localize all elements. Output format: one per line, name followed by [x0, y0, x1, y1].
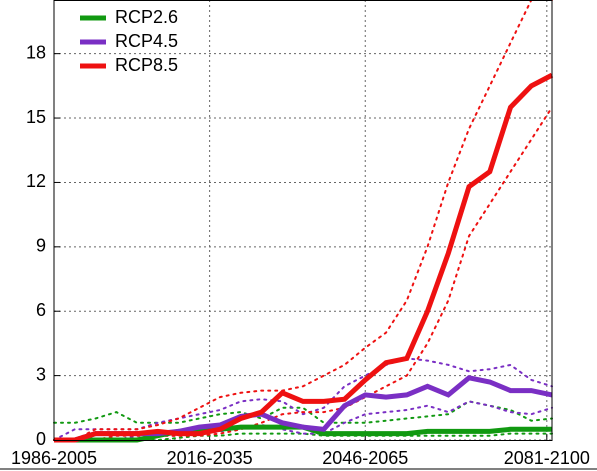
legend-background [76, 7, 196, 29]
x-tick-label: 2046-2065 [322, 448, 408, 468]
x-tick-label: 2081-2100 [504, 448, 590, 468]
y-tick-label: 12 [26, 171, 46, 191]
y-tick-label: 9 [36, 236, 46, 256]
y-tick-label: 3 [36, 364, 46, 384]
range-line [53, 0, 553, 441]
x-tick-label: 1986-2005 [11, 448, 97, 468]
y-tick-label: 18 [26, 42, 46, 62]
plot-frame [53, 0, 553, 441]
legend-background [76, 55, 196, 77]
y-tick-label: 6 [36, 300, 46, 320]
series-line [54, 72, 554, 443]
y-tick-label: 15 [26, 107, 46, 127]
legend-background [76, 31, 196, 53]
legend-label: RCP2.6 [115, 7, 178, 27]
legend-label: RCP4.5 [115, 31, 178, 51]
x-tick-label: 2016-2035 [167, 448, 253, 468]
y-tick-label: 0 [36, 429, 46, 449]
legend-label: RCP8.5 [115, 55, 178, 75]
